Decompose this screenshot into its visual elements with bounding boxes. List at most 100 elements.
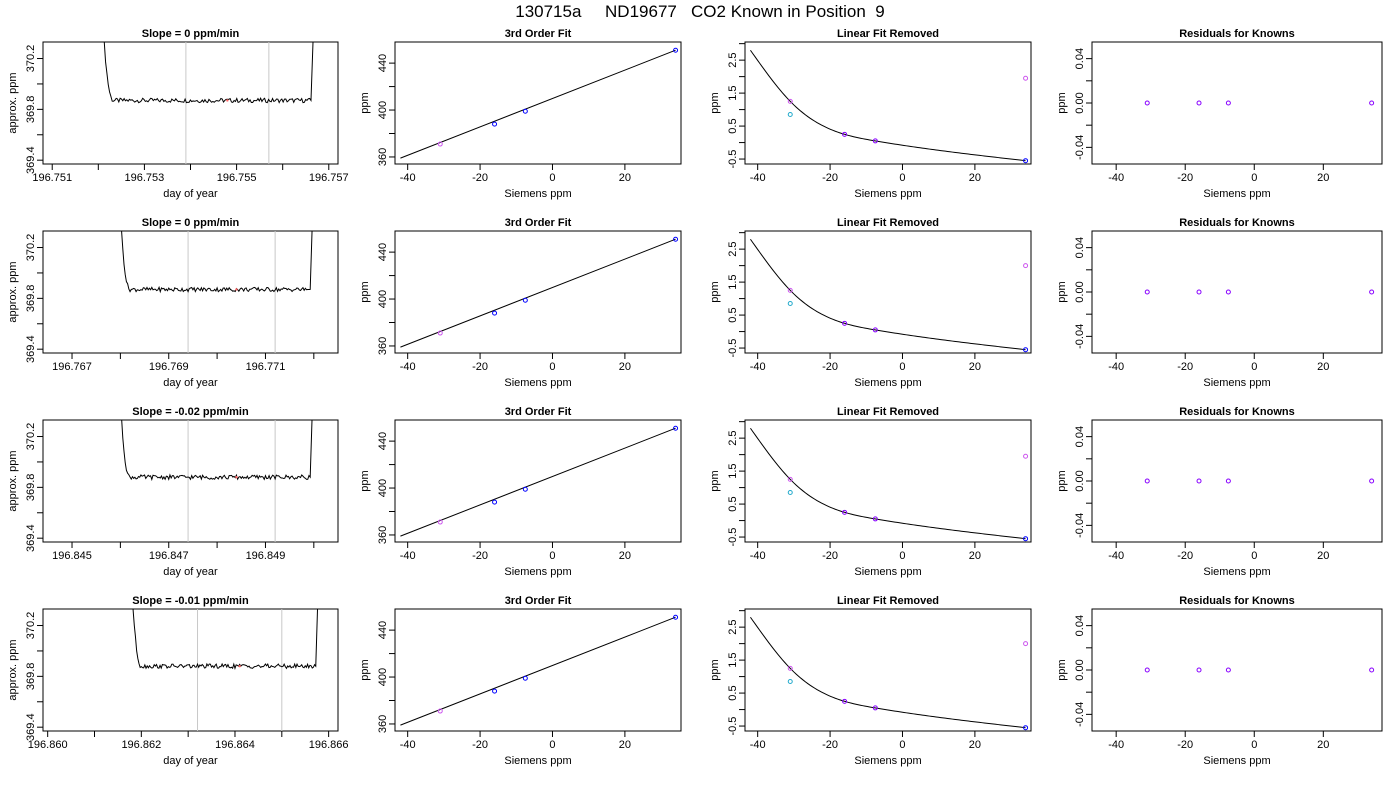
y-axis-label: ppm: [1056, 659, 1068, 680]
y-tick-label: 0.00: [1074, 92, 1086, 113]
y-axis-label: approx. ppm: [7, 450, 19, 511]
x-tick-label: -20: [1177, 172, 1193, 184]
x-tick-label: 0: [1251, 739, 1257, 751]
data-point: [673, 614, 679, 620]
data-point: [1225, 667, 1231, 673]
plot-data: [121, 231, 313, 353]
x-tick-label: 0: [899, 550, 905, 562]
concentration-trace: [121, 420, 313, 482]
plot-title: 3rd Order Fit: [505, 595, 572, 607]
y-axis-label: ppm: [709, 92, 721, 113]
panel-r3-c4: Residuals for Knowns Siemens ppm ppm -40 -20…: [1056, 406, 1383, 578]
y-axis-label: approx. ppm: [7, 72, 19, 133]
plot-data: [1144, 667, 1375, 673]
y-axis-label: ppm: [709, 470, 721, 491]
y-tick-label: 1.5: [727, 274, 739, 289]
plot-title: Linear Fit Removed: [837, 595, 939, 607]
x-tick-label: -40: [750, 172, 766, 184]
y-axis-label: ppm: [709, 281, 721, 302]
plot-title: Linear Fit Removed: [837, 406, 939, 418]
y-tick-label: 440: [377, 621, 389, 639]
data-point: [437, 141, 443, 147]
x-axis-label: Siemens ppm: [504, 377, 571, 389]
x-tick-label: 20: [969, 550, 981, 562]
panel-r1-c3: Linear Fit Removed Siemens ppm ppm -40 -20 0 2…: [709, 28, 1032, 200]
plot-title: Residuals for Knowns: [1179, 595, 1295, 607]
x-axis-label: Siemens ppm: [854, 755, 921, 767]
data-point: [1144, 100, 1150, 106]
y-axis-label: ppm: [709, 659, 721, 680]
plot-title: Slope = 0 ppm/min: [142, 217, 240, 229]
x-tick-label: 0: [549, 172, 555, 184]
y-tick-label: 400: [377, 668, 389, 686]
panel-r4-c1: Slope = -0.01 ppm/min day of year approx. …: [7, 595, 349, 767]
x-tick-label: 20: [619, 550, 631, 562]
plot-frame: [394, 230, 682, 354]
x-tick-label: -40: [1108, 550, 1124, 562]
plot-data: [1144, 478, 1375, 484]
plot-frame: [744, 230, 1032, 354]
y-axis-label: ppm: [1056, 281, 1068, 302]
y-axis-label: ppm: [359, 470, 371, 491]
data-point: [1023, 75, 1029, 81]
mean-marker: [235, 288, 238, 291]
data-point: [872, 138, 878, 144]
data-point: [522, 675, 528, 681]
y-axis-label: approx. ppm: [7, 261, 19, 322]
y-tick-label: -0.5: [727, 717, 739, 736]
y-tick-label: 0.5: [727, 118, 739, 133]
panel-r2-c2: 3rd Order Fit Siemens ppm ppm -40 -20 0 20 360 4…: [359, 217, 682, 389]
data-point: [492, 688, 498, 694]
data-point: [522, 108, 528, 114]
y-tick-label: 370.2: [25, 234, 37, 262]
plot-title: Residuals for Knowns: [1179, 28, 1295, 40]
plot-frame: [42, 230, 339, 354]
y-tick-label: 0.04: [1074, 237, 1086, 258]
y-tick-label: 369.8: [25, 474, 37, 502]
y-tick-label: -0.04: [1074, 702, 1086, 727]
plot-frame: [744, 419, 1032, 543]
y-tick-label: 0.00: [1074, 281, 1086, 302]
panel-r4-c4: Residuals for Knowns Siemens ppm ppm -40 -20…: [1056, 595, 1383, 767]
x-tick-label: -20: [822, 172, 838, 184]
x-axis-label: day of year: [163, 188, 218, 200]
plot-data: [750, 616, 1029, 731]
x-tick-label: -40: [400, 361, 416, 373]
x-tick-label: -40: [1108, 172, 1124, 184]
residual-fit-curve: [750, 238, 1026, 351]
x-tick-label: -40: [400, 550, 416, 562]
y-tick-label: 0.5: [727, 496, 739, 511]
data-point: [787, 476, 793, 482]
data-point: [1196, 667, 1202, 673]
y-tick-label: 369.4: [25, 713, 37, 741]
plot-frame: [744, 41, 1032, 165]
plot-data: [103, 42, 314, 164]
x-axis-label: Siemens ppm: [504, 755, 571, 767]
x-tick-label: 196.757: [309, 172, 349, 184]
y-tick-label: -0.04: [1074, 513, 1086, 538]
residual-fit-curve: [750, 49, 1026, 162]
data-point: [872, 705, 878, 711]
plot-title: 3rd Order Fit: [505, 217, 572, 229]
x-tick-label: 20: [619, 172, 631, 184]
y-tick-label: 369.4: [25, 335, 37, 363]
plot-data: [750, 49, 1029, 164]
x-axis-label: Siemens ppm: [1203, 188, 1270, 200]
x-tick-label: 196.767: [52, 361, 92, 373]
fit-curve: [400, 616, 676, 726]
x-tick-label: 196.849: [246, 550, 286, 562]
data-point: [787, 301, 793, 307]
x-tick-label: 20: [619, 739, 631, 751]
data-point: [1196, 289, 1202, 295]
panel-r3-c1: Slope = -0.02 ppm/min day of year approx. …: [7, 406, 339, 578]
x-tick-label: -20: [822, 550, 838, 562]
plot-frame: [1091, 41, 1383, 165]
mean-marker: [235, 475, 238, 479]
plot-frame: [394, 608, 682, 732]
panel-r3-c2: 3rd Order Fit Siemens ppm ppm -40 -20 0 20 360 4…: [359, 406, 682, 578]
data-point: [1023, 347, 1029, 353]
panel-r1-c1: Slope = 0 ppm/min day of year approx. ppm 1…: [7, 28, 349, 200]
y-tick-label: 360: [377, 337, 389, 355]
data-point: [437, 519, 443, 525]
x-tick-label: -40: [750, 550, 766, 562]
